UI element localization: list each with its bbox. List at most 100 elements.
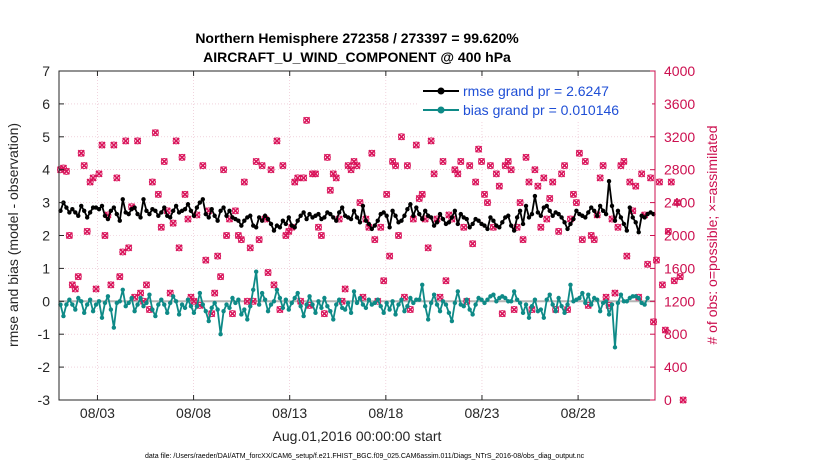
rmse-point: [523, 203, 529, 209]
y-right-tick-label: 2400: [664, 195, 695, 211]
legend-bias-label: bias grand pr = 0.010146: [463, 102, 619, 118]
obs-possible-marker: [214, 252, 222, 260]
obs-assimilated-marker: [415, 194, 423, 203]
bias-point: [428, 300, 434, 306]
obs-assimilated-marker: [243, 297, 251, 305]
bias-point: [345, 300, 351, 306]
rmse-point: [67, 210, 72, 215]
bias-point: [372, 300, 377, 306]
rmse-point: [485, 226, 490, 232]
obs-possible-marker: [575, 149, 583, 157]
rmse-point: [446, 220, 452, 225]
obs-assimilated-marker: [172, 137, 180, 145]
obs-assimilated-marker: [418, 190, 426, 198]
rmse-point: [248, 213, 253, 218]
obs-possible-marker: [71, 285, 79, 293]
rmse-point: [434, 220, 440, 225]
bias-point: [586, 292, 591, 297]
obs-possible-marker: [457, 157, 465, 165]
obs-assimilated-marker: [504, 157, 512, 166]
rmse-point: [271, 228, 277, 233]
bias-point: [402, 308, 407, 314]
x-tick-label: 08/23: [464, 405, 499, 421]
rmse-point: [583, 215, 588, 220]
obs-assimilated-marker: [655, 178, 664, 186]
obs-possible-marker: [273, 137, 281, 145]
legend-rmse-marker: [437, 87, 445, 95]
obs-possible-marker: [406, 306, 414, 314]
y-right-tick-label: 2800: [664, 162, 695, 178]
obs-assimilated-marker: [569, 190, 578, 198]
obs-assimilated-marker: [658, 281, 666, 289]
rmse-point: [562, 220, 567, 225]
obs-assimilated-marker: [510, 305, 518, 314]
rmse-point: [84, 215, 90, 220]
obs-assimilated-marker: [110, 141, 118, 149]
x-axis: 08/03 08/08 08/13 08/18 08/23 08/28: [80, 71, 596, 421]
bias-point: [491, 292, 496, 297]
bias-point: [90, 308, 96, 314]
obs-possible-marker: [300, 174, 308, 182]
bias-point: [253, 269, 259, 274]
obs-possible-marker: [614, 223, 622, 231]
bias-point: [609, 302, 615, 307]
obs-possible-marker: [478, 157, 486, 165]
bias-point: [265, 308, 271, 314]
bias-point: [233, 300, 238, 306]
bias-point: [84, 302, 90, 307]
bias-point: [437, 308, 443, 314]
obs-assimilated-marker: [125, 244, 133, 252]
rmse-point: [239, 223, 244, 228]
bias-point: [363, 305, 369, 311]
obs-assimilated-marker: [347, 166, 355, 174]
bias-point: [503, 295, 508, 301]
rmse-point: [360, 203, 366, 209]
obs-possible-marker: [483, 199, 491, 207]
bias-point: [417, 297, 422, 302]
bias-point: [331, 317, 336, 322]
obs-assimilated-marker: [558, 170, 566, 178]
bias-point: [105, 294, 111, 299]
bias-point: [479, 297, 484, 302]
obs-assimilated-marker: [507, 166, 515, 174]
obs-possible-marker: [596, 174, 604, 182]
obs-possible-marker: [578, 236, 586, 244]
obs-possible-marker: [555, 227, 563, 235]
obs-assimilated-marker: [157, 223, 165, 231]
y-left-tick-label: 0: [42, 293, 50, 309]
bias-point: [93, 302, 99, 307]
obs-possible-marker: [581, 157, 589, 165]
bias-point: [256, 302, 262, 307]
obs-assimilated-marker: [270, 281, 278, 289]
bias-point: [594, 297, 600, 302]
obs-possible-marker: [231, 207, 239, 215]
rmse-point: [470, 221, 475, 227]
obs-assimilated-marker: [673, 199, 681, 207]
obs-assimilated-marker: [237, 236, 245, 244]
bias-point: [126, 300, 131, 306]
rmse-point: [120, 197, 125, 202]
obs-assimilated-marker: [614, 223, 622, 231]
rmse-point: [304, 216, 309, 222]
rmse-point: [70, 206, 75, 212]
obs-count-series: [56, 116, 687, 404]
bias-point: [224, 302, 229, 307]
bias-point: [378, 304, 383, 309]
obs-possible-marker: [427, 137, 435, 145]
rmse-point: [203, 211, 208, 217]
rmse-point: [114, 211, 120, 217]
obs-possible-marker: [395, 232, 403, 239]
rmse-point: [565, 226, 570, 232]
bias-point: [325, 304, 330, 309]
rmse-point: [399, 218, 404, 223]
bias-point: [482, 300, 487, 306]
bias-point: [185, 297, 191, 302]
obs-assimilated-marker: [442, 277, 450, 285]
y-left-tick-label: -3: [38, 392, 51, 408]
obs-assimilated-marker: [323, 153, 331, 161]
obs-assimilated-marker: [403, 162, 411, 170]
obs-possible-marker: [670, 277, 678, 285]
obs-assimilated-marker: [211, 289, 219, 297]
bias-point: [76, 295, 81, 301]
rmse-point: [491, 218, 496, 223]
